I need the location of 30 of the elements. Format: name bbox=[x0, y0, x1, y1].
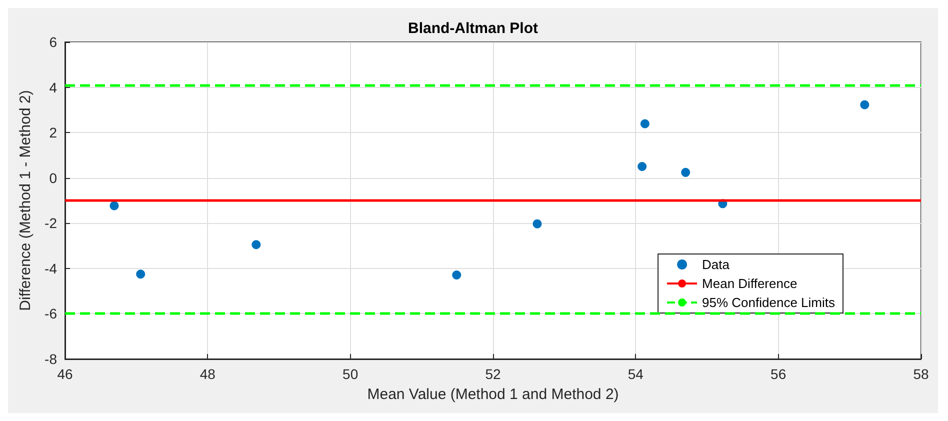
legend-label: 95% Confidence Limits bbox=[702, 295, 836, 310]
point bbox=[110, 201, 119, 210]
point bbox=[640, 119, 650, 128]
point bbox=[860, 100, 870, 110]
y-tick-label: 6 bbox=[49, 34, 58, 50]
x-tick-label: 58 bbox=[913, 366, 929, 382]
legend-label: Mean Difference bbox=[702, 276, 798, 291]
y-tick-label: 2 bbox=[49, 124, 58, 141]
x-tick-label: 54 bbox=[628, 366, 644, 382]
y-tick-label: -4 bbox=[44, 260, 58, 276]
chart-title: Bland-Altman Plot bbox=[408, 20, 538, 37]
y-tick-label: -6 bbox=[44, 306, 58, 322]
x-tick-label: 50 bbox=[342, 366, 358, 382]
point bbox=[532, 219, 542, 228]
point bbox=[252, 240, 261, 250]
point bbox=[638, 162, 647, 172]
y-tick-label: -2 bbox=[44, 215, 58, 232]
x-tick-label: 56 bbox=[770, 366, 786, 382]
point bbox=[452, 270, 462, 280]
x-tick-label: 48 bbox=[200, 366, 216, 382]
point bbox=[681, 168, 690, 177]
y-tick-label: 0 bbox=[49, 170, 58, 186]
y-tick-label: -8 bbox=[44, 351, 58, 367]
point bbox=[136, 270, 146, 279]
y-axis-title: Difference (Method 1 - Method 2) bbox=[17, 90, 34, 311]
x-axis-title: Mean Value (Method 1 and Method 2) bbox=[367, 386, 619, 403]
legend-label: Data bbox=[702, 257, 730, 272]
x-tick-label: 46 bbox=[57, 366, 73, 382]
y-tick-label: 4 bbox=[49, 79, 58, 96]
x-tick-label: 52 bbox=[485, 366, 501, 382]
